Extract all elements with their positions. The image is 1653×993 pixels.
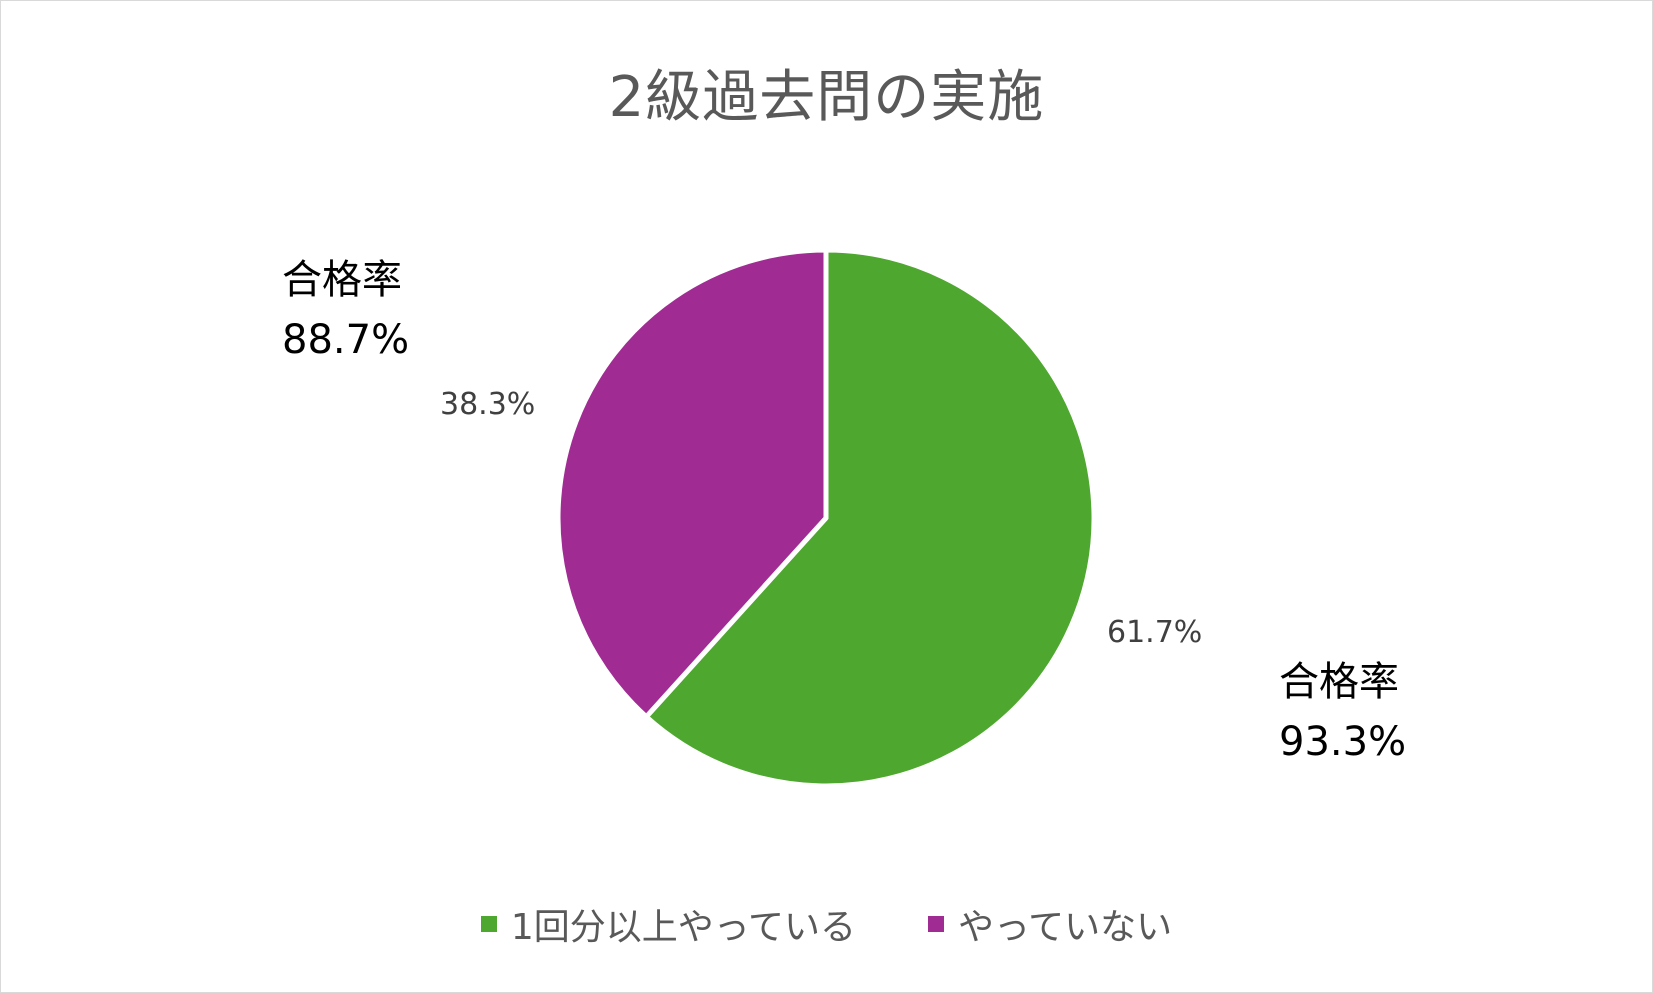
- annotation-done: 合格率 93.3%: [1279, 652, 1406, 772]
- annotation-not-done: 合格率 88.7%: [282, 250, 409, 370]
- legend-item-not-done: やっていない: [927, 898, 1173, 950]
- annotation-done-value: 93.3%: [1279, 719, 1407, 765]
- slice-label-not-done: 38.3%: [440, 387, 536, 422]
- annotation-not-done-label: 合格率: [282, 257, 402, 303]
- annotation-done-label: 合格率: [1279, 659, 1399, 705]
- pie-slice-done: [643, 247, 1097, 789]
- annotation-not-done-value: 88.7%: [282, 317, 410, 363]
- chart-title: 2級過去問の実施: [608, 65, 1045, 130]
- legend-label-not-done: やっていない: [957, 907, 1173, 948]
- legend-swatch-green: [480, 916, 497, 932]
- pie-slice-not-done: [555, 247, 829, 720]
- legend-swatch-purple: [927, 916, 944, 932]
- legend-label-done: 1回分以上やっている: [510, 907, 856, 948]
- legend-item-done: 1回分以上やっている: [480, 898, 856, 950]
- slice-label-done: 61.7%: [1107, 615, 1203, 650]
- legend: 1回分以上やっている やっていない: [0, 898, 1653, 950]
